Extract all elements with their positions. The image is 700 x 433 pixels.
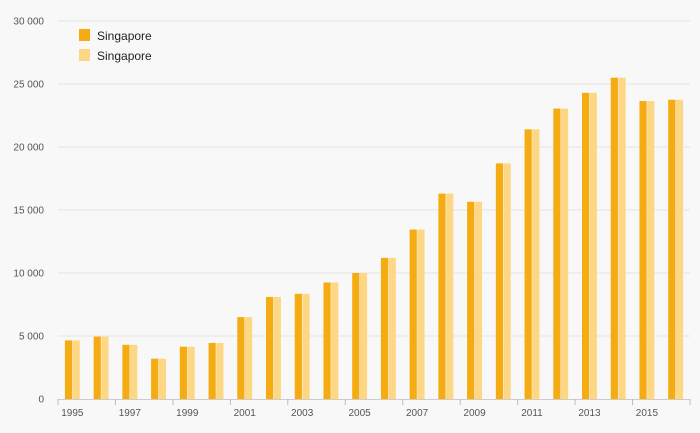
bars-group bbox=[64, 77, 684, 400]
bar-1-2001 bbox=[237, 317, 245, 399]
bar-2-2002 bbox=[273, 296, 281, 399]
bar-2-2014 bbox=[618, 77, 626, 399]
bar-1-1999 bbox=[179, 346, 188, 399]
bar-1-2015 bbox=[639, 101, 647, 399]
bar-2-2013 bbox=[589, 92, 597, 399]
y-tick-label: 10 000 bbox=[13, 269, 44, 280]
x-tick-label: 1995 bbox=[61, 408, 84, 419]
x-tick-label: 2005 bbox=[349, 408, 372, 419]
y-tick-label: 25 000 bbox=[13, 80, 44, 91]
legend-label-1: Singapore bbox=[97, 29, 152, 43]
bar-2-1998 bbox=[158, 358, 166, 399]
x-tick-label: 2007 bbox=[406, 408, 429, 419]
bar-2-2016 bbox=[675, 99, 684, 399]
bar-2-2011 bbox=[532, 129, 540, 400]
bar-2-1996 bbox=[101, 336, 109, 399]
bar-1-1996 bbox=[93, 336, 101, 399]
bar-1-1998 bbox=[151, 358, 159, 399]
bar-2-2006 bbox=[388, 257, 396, 399]
bar-1-2012 bbox=[553, 108, 561, 399]
y-tick-label: 5 000 bbox=[19, 332, 44, 343]
y-tick-label: 0 bbox=[38, 395, 44, 406]
x-tick-label: 2001 bbox=[234, 408, 257, 419]
y-tick-label: 20 000 bbox=[13, 143, 44, 154]
bar-2-2012 bbox=[560, 108, 569, 399]
bar-2-2001 bbox=[244, 317, 253, 399]
bar-1-2013 bbox=[582, 92, 590, 399]
bar-1-2005 bbox=[352, 273, 360, 399]
bar-1-2008 bbox=[438, 193, 446, 399]
x-tick-label: 1997 bbox=[119, 408, 142, 419]
x-tick-label: 1999 bbox=[176, 408, 199, 419]
bar-2-1995 bbox=[72, 340, 80, 399]
legend-swatch-1 bbox=[79, 29, 90, 41]
bar-2-1999 bbox=[187, 346, 195, 399]
x-tick-label: 2003 bbox=[291, 408, 314, 419]
bar-1-2007 bbox=[409, 229, 417, 399]
bar-1-2002 bbox=[266, 296, 274, 399]
y-tick-label: 15 000 bbox=[13, 206, 44, 217]
bar-1-2011 bbox=[524, 129, 532, 400]
bar-2-2000 bbox=[216, 342, 224, 399]
axes: 0 5 000 10 000 15 000 20 000 25 000 30 000 1995… bbox=[13, 17, 691, 419]
bar-1-2003 bbox=[294, 293, 302, 399]
y-tick-label: 30 000 bbox=[13, 17, 44, 28]
bar-2-2003 bbox=[302, 293, 310, 399]
bar-2-2010 bbox=[503, 163, 511, 399]
x-tick-label: 2011 bbox=[521, 408, 543, 419]
bar-2-1997 bbox=[130, 344, 138, 399]
bar-1-2010 bbox=[495, 163, 504, 399]
bar-1-1995 bbox=[64, 340, 73, 399]
bar-1-2014 bbox=[610, 77, 618, 399]
x-tick-label: 2009 bbox=[463, 408, 486, 419]
bar-2-2015 bbox=[647, 101, 655, 399]
bar-1-1997 bbox=[122, 344, 130, 399]
x-tick-label: 2013 bbox=[578, 408, 601, 419]
legend-label-2: Singapore bbox=[97, 49, 152, 63]
bar-1-2016 bbox=[668, 99, 676, 399]
bar-2-2007 bbox=[417, 229, 425, 399]
bar-2-2005 bbox=[359, 273, 368, 399]
legend-swatch-2 bbox=[79, 49, 90, 61]
legend: Singapore Singapore bbox=[79, 29, 152, 63]
bar-1-2009 bbox=[467, 201, 475, 399]
bar-1-2006 bbox=[380, 257, 389, 399]
bar-2-2004 bbox=[331, 282, 339, 399]
x-tick-label: 2015 bbox=[636, 408, 659, 419]
bar-2-2008 bbox=[446, 193, 454, 399]
bar-2-2009 bbox=[474, 201, 482, 399]
bar-1-2000 bbox=[208, 342, 216, 399]
bar-1-2004 bbox=[323, 282, 331, 399]
